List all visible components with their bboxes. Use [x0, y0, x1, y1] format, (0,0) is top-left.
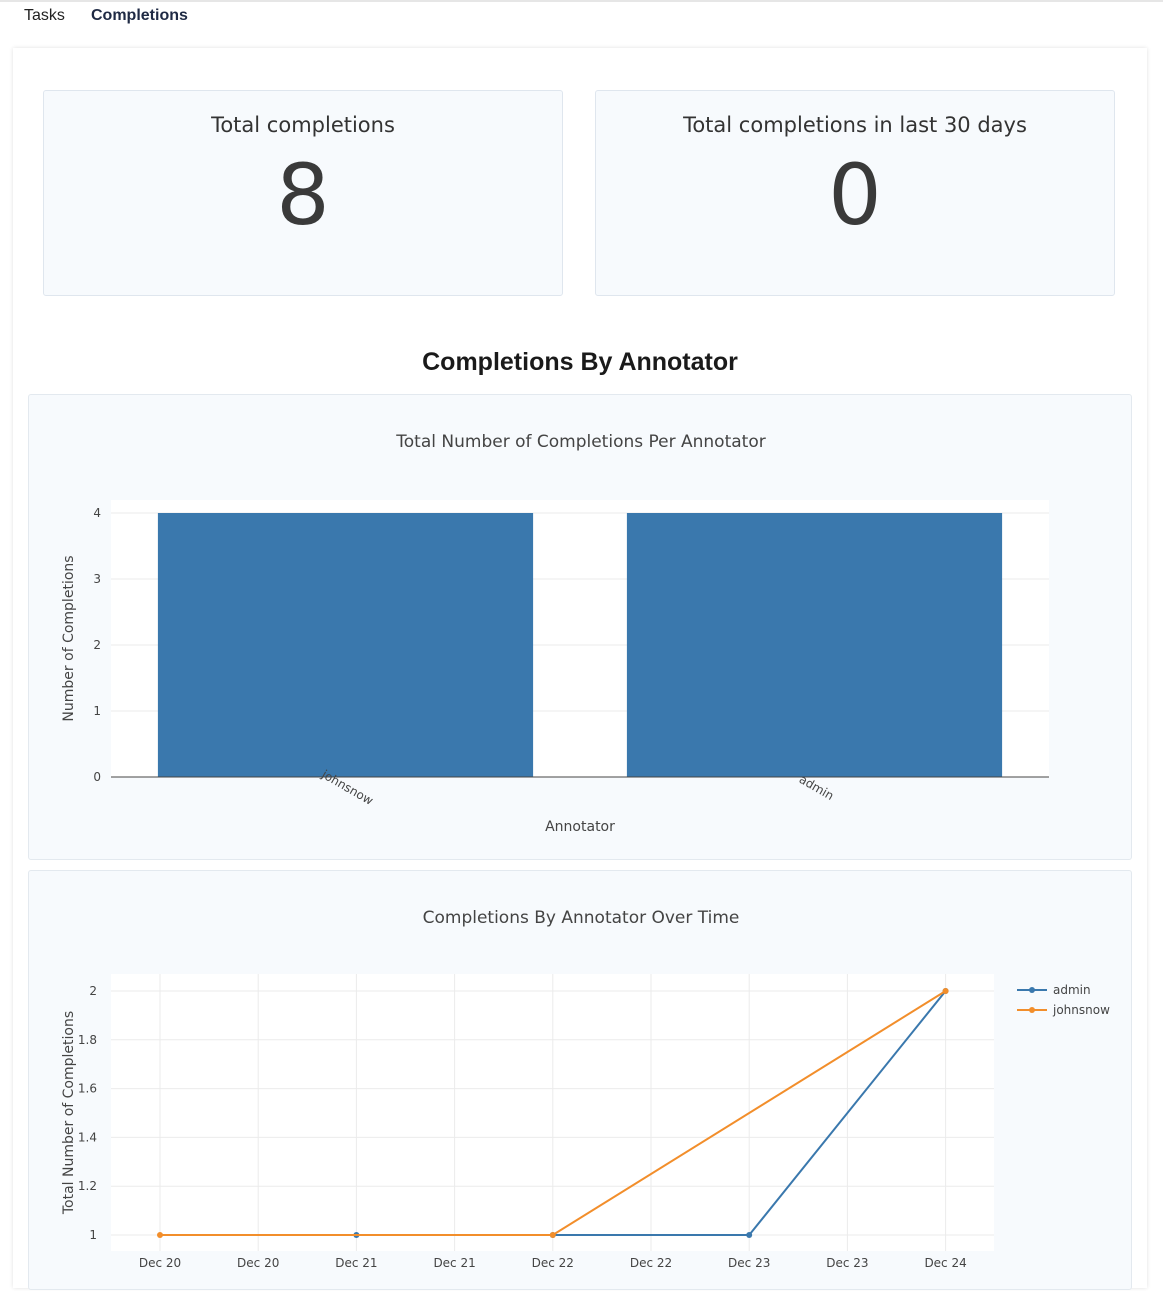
legend-marker-admin — [1029, 987, 1035, 993]
bar-y-tick: 1 — [93, 704, 101, 718]
recent-completions-label: Total completions in last 30 days — [683, 113, 1027, 137]
line-chart-panel: Completions By Annotator Over Time 1 1.2 1.… — [28, 870, 1132, 1290]
total-completions-label: Total completions — [211, 113, 395, 137]
line-chart: Completions By Annotator Over Time 1 1.2 1.… — [61, 908, 1110, 1270]
section-title: Completions By Annotator — [422, 348, 738, 376]
legend-label-admin: admin — [1053, 983, 1091, 997]
legend-label-johnsnow: johnsnow — [1052, 1003, 1110, 1017]
legend-marker-johnsnow — [1029, 1007, 1035, 1013]
bar-x-axis-label: Annotator — [545, 819, 615, 835]
completions-dashboard: Total completions 8 Total completions in… — [13, 48, 1147, 1290]
line-x-tick: Dec 21 — [433, 1256, 475, 1270]
line-y-tick: 1 — [89, 1228, 97, 1242]
bar-chart-panel: Total Number of Completions Per Annotato… — [28, 394, 1132, 860]
bar-chart: Total Number of Completions Per Annotato… — [61, 432, 1049, 835]
line-x-tick: Dec 23 — [728, 1256, 770, 1270]
line-y-tick: 2 — [89, 984, 97, 998]
line-y-axis-label: Total Number of Completions — [61, 1011, 77, 1215]
tab-completions[interactable]: Completions — [91, 7, 188, 24]
recent-completions-card: Total completions in last 30 days 0 — [595, 90, 1115, 296]
series-point-johnsnow — [157, 1232, 163, 1238]
bar-y-axis-label: Number of Completions — [61, 555, 77, 721]
line-x-tick: Dec 24 — [924, 1256, 966, 1270]
series-point-admin — [746, 1232, 753, 1238]
line-x-tick: Dec 20 — [139, 1256, 181, 1270]
bar-johnsnow — [157, 513, 534, 777]
tab-tasks[interactable]: Tasks — [24, 7, 65, 24]
line-x-tick: Dec 20 — [237, 1256, 279, 1270]
line-chart-title: Completions By Annotator Over Time — [423, 908, 740, 928]
bar-y-tick: 0 — [93, 770, 101, 784]
bar-chart-title: Total Number of Completions Per Annotato… — [395, 432, 765, 452]
line-y-tick: 1.8 — [78, 1033, 97, 1047]
series-point-johnsnow — [549, 1232, 556, 1238]
recent-completions-value: 0 — [828, 146, 882, 244]
series-point-johnsnow — [942, 988, 949, 994]
line-y-tick: 1.2 — [78, 1179, 97, 1193]
bar-y-tick: 4 — [93, 506, 101, 520]
line-x-tick: Dec 22 — [532, 1256, 574, 1270]
line-y-tick: 1.6 — [78, 1082, 97, 1096]
total-completions-value: 8 — [276, 146, 330, 244]
total-completions-card: Total completions 8 — [43, 90, 563, 296]
line-x-tick: Dec 23 — [826, 1256, 868, 1270]
bar-y-tick: 2 — [93, 638, 101, 652]
bar-admin — [626, 513, 1003, 777]
line-x-tick: Dec 21 — [335, 1256, 377, 1270]
line-y-tick: 1.4 — [78, 1130, 97, 1144]
bar-y-tick: 3 — [93, 572, 101, 586]
top-navigation: Tasks Completions — [0, 0, 1163, 34]
line-x-tick: Dec 22 — [630, 1256, 672, 1270]
